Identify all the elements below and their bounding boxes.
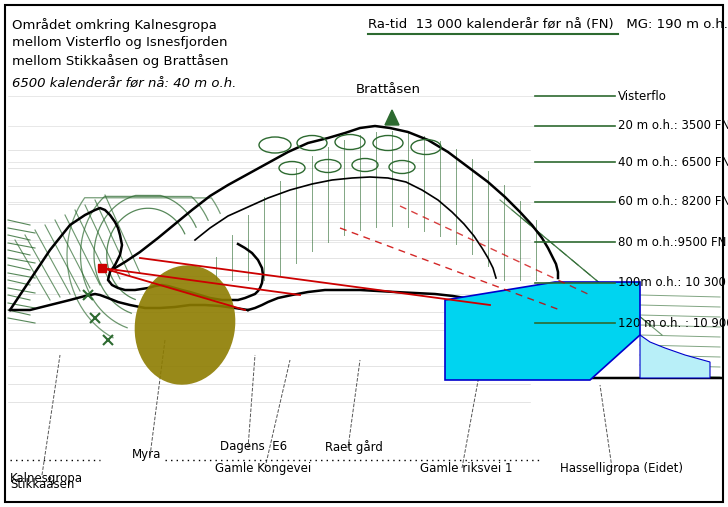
Polygon shape	[385, 110, 399, 125]
Text: 80 m o.h.:9500 FN: 80 m o.h.:9500 FN	[618, 236, 727, 249]
Text: 6500 kalenderår før nå: 40 m o.h.: 6500 kalenderår før nå: 40 m o.h.	[12, 78, 237, 91]
Text: 40 m o.h.: 6500 FN: 40 m o.h.: 6500 FN	[618, 156, 728, 169]
Text: Raet gård: Raet gård	[325, 440, 383, 454]
Text: Visterflo: Visterflo	[618, 90, 667, 103]
Text: Stikkaåsen: Stikkaåsen	[10, 478, 74, 491]
Text: Gamle riksvei 1: Gamle riksvei 1	[420, 462, 513, 475]
Text: Gamle Kongevei: Gamle Kongevei	[215, 462, 312, 475]
Text: 60 m o.h.: 8200 FN: 60 m o.h.: 8200 FN	[618, 195, 728, 208]
Text: Ra-tid  13 000 kalenderår før nå (FN)   MG: 190 m o.h.: Ra-tid 13 000 kalenderår før nå (FN) MG:…	[368, 18, 728, 31]
Text: Dagens  E6: Dagens E6	[220, 440, 287, 453]
Text: Brattåsen: Brattåsen	[355, 83, 421, 96]
Polygon shape	[640, 335, 710, 378]
Ellipse shape	[135, 265, 235, 385]
Text: 20 m o.h.: 3500 FN: 20 m o.h.: 3500 FN	[618, 119, 728, 132]
Text: Hasselligropa (Eidet): Hasselligropa (Eidet)	[560, 462, 683, 475]
Text: 120 m o.h. : 10 900 FN: 120 m o.h. : 10 900 FN	[618, 317, 728, 330]
Polygon shape	[445, 282, 640, 380]
Text: mellom Stikkaåsen og Brattåsen: mellom Stikkaåsen og Brattåsen	[12, 54, 229, 68]
Text: 100m o.h.: 10 300 FN: 100m o.h.: 10 300 FN	[618, 276, 728, 289]
Text: Kalnesgropa: Kalnesgropa	[10, 472, 83, 485]
Text: Myra: Myra	[132, 448, 162, 461]
Text: Området omkring Kalnesgropa: Området omkring Kalnesgropa	[12, 18, 217, 32]
Text: mellom Visterflo og Isnesfjorden: mellom Visterflo og Isnesfjorden	[12, 36, 227, 49]
